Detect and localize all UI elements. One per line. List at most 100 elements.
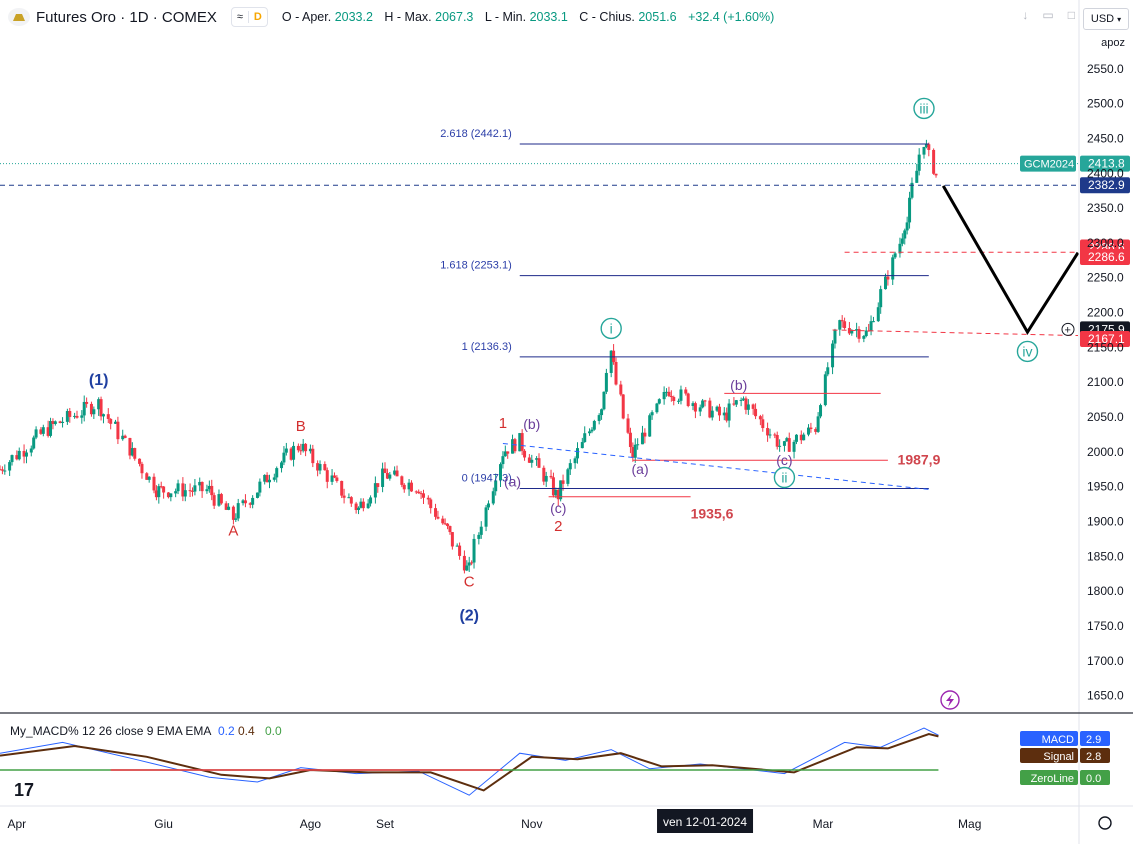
candle-body <box>847 328 851 334</box>
candle-body <box>556 489 560 500</box>
candle-body <box>758 416 762 420</box>
candle-body <box>426 497 430 500</box>
x-tick-label: Mar <box>813 817 834 831</box>
macd-tag-value-bg <box>1080 770 1110 785</box>
wave-label: (a) <box>504 474 521 490</box>
wave-label: i <box>610 320 613 336</box>
candle-body <box>24 452 28 457</box>
add-alert-icon <box>1061 322 1075 336</box>
candle-body <box>205 489 209 492</box>
macd-tag-value-bg <box>1080 731 1110 746</box>
candle-body <box>794 434 798 442</box>
x-tick-label: Ago <box>300 817 322 831</box>
candle-body <box>10 455 14 463</box>
candle-body <box>251 497 255 505</box>
candle-body <box>691 403 695 406</box>
currency-select[interactable]: USD ▾ <box>1083 8 1129 30</box>
candle-body <box>268 479 271 483</box>
candle-body <box>782 441 786 446</box>
candle-body <box>855 329 859 331</box>
fullscreen-icon[interactable]: ▭ <box>1042 8 1054 22</box>
candle-body <box>465 565 469 571</box>
candle-body <box>174 491 178 494</box>
symbol-title[interactable]: Futures Oro · 1D · COMEX <box>36 8 217 26</box>
symbol-tag: GCM2024 <box>1024 159 1074 171</box>
candle-body <box>609 350 613 373</box>
candle-body <box>775 434 779 447</box>
candle-body <box>819 405 823 417</box>
candle-body <box>458 545 462 556</box>
candle-body <box>191 490 194 492</box>
market-status-badge[interactable]: ≈ D <box>230 7 268 27</box>
candle-body <box>99 399 103 417</box>
candle-body <box>679 389 683 401</box>
candle-body <box>41 427 45 434</box>
candle-body <box>831 343 835 368</box>
candle-body <box>17 450 21 460</box>
open-label: O - Aper. <box>281 10 332 24</box>
candle-body <box>349 497 353 504</box>
download-icon[interactable]: ↓ <box>1022 8 1029 22</box>
candle-body <box>332 475 336 478</box>
candle-body <box>82 401 86 416</box>
high-label: H - Max. <box>384 10 432 24</box>
candle-body <box>85 401 89 404</box>
macd-tag-bg <box>1020 731 1078 746</box>
candle-body <box>429 499 433 509</box>
y-tick-label: 1700.0 <box>1087 654 1124 668</box>
candle-body <box>381 468 385 487</box>
y-tick-label: 1900.0 <box>1087 514 1124 528</box>
candle-body <box>138 458 142 464</box>
candle-body <box>32 437 36 449</box>
candle-body <box>157 486 161 498</box>
candle-body <box>419 493 423 495</box>
x-tick-label: Apr <box>8 817 27 831</box>
candle-body <box>893 253 897 258</box>
candle-body <box>549 475 553 478</box>
fib-level-label: 2.618 (2442.1) <box>440 128 512 140</box>
price-axis-label: 2286.6 <box>1088 250 1125 264</box>
candle-body <box>212 495 216 506</box>
candle-body <box>354 503 358 511</box>
candle-body <box>263 474 267 482</box>
candle-body <box>580 442 584 449</box>
candle-body <box>869 321 873 332</box>
candle-body <box>455 545 459 547</box>
candle-body <box>316 463 320 471</box>
candle-body <box>65 411 69 422</box>
candle-body <box>684 389 688 394</box>
y-tick-label: 2450.0 <box>1087 131 1124 145</box>
candle-body <box>450 532 454 547</box>
maximize-icon[interactable]: □ <box>1067 8 1075 22</box>
candle-body <box>236 503 240 519</box>
candle-body <box>708 400 712 418</box>
candle-body <box>140 463 144 474</box>
candle-body <box>703 400 707 402</box>
y-tick-label: 2300.0 <box>1087 236 1124 250</box>
candle-body <box>308 448 312 452</box>
close-value: 2051.6 <box>638 10 677 24</box>
candle-body <box>499 464 502 481</box>
x-tick-label: Set <box>376 817 395 831</box>
candle-body <box>710 410 714 418</box>
y-tick-label: 2250.0 <box>1087 271 1124 285</box>
candle-body <box>123 435 127 438</box>
candle-body <box>636 444 640 446</box>
badge-delayed: D <box>247 11 267 23</box>
unit-label: apoz <box>1101 37 1125 49</box>
macd-tag-bg <box>1020 770 1078 785</box>
candle-body <box>628 432 632 448</box>
candle-body <box>80 415 84 418</box>
candle-body <box>520 433 524 451</box>
candle-body <box>462 555 466 571</box>
wave-label: (c) <box>550 500 566 516</box>
candle-body <box>121 435 125 440</box>
candle-body <box>871 321 875 323</box>
candle-body <box>200 481 204 492</box>
crosshair-time-label: ven 12-01-2024 <box>663 815 747 829</box>
wave-circle <box>600 317 622 340</box>
candle-body <box>876 307 880 322</box>
settings-gear-icon <box>1098 816 1112 830</box>
